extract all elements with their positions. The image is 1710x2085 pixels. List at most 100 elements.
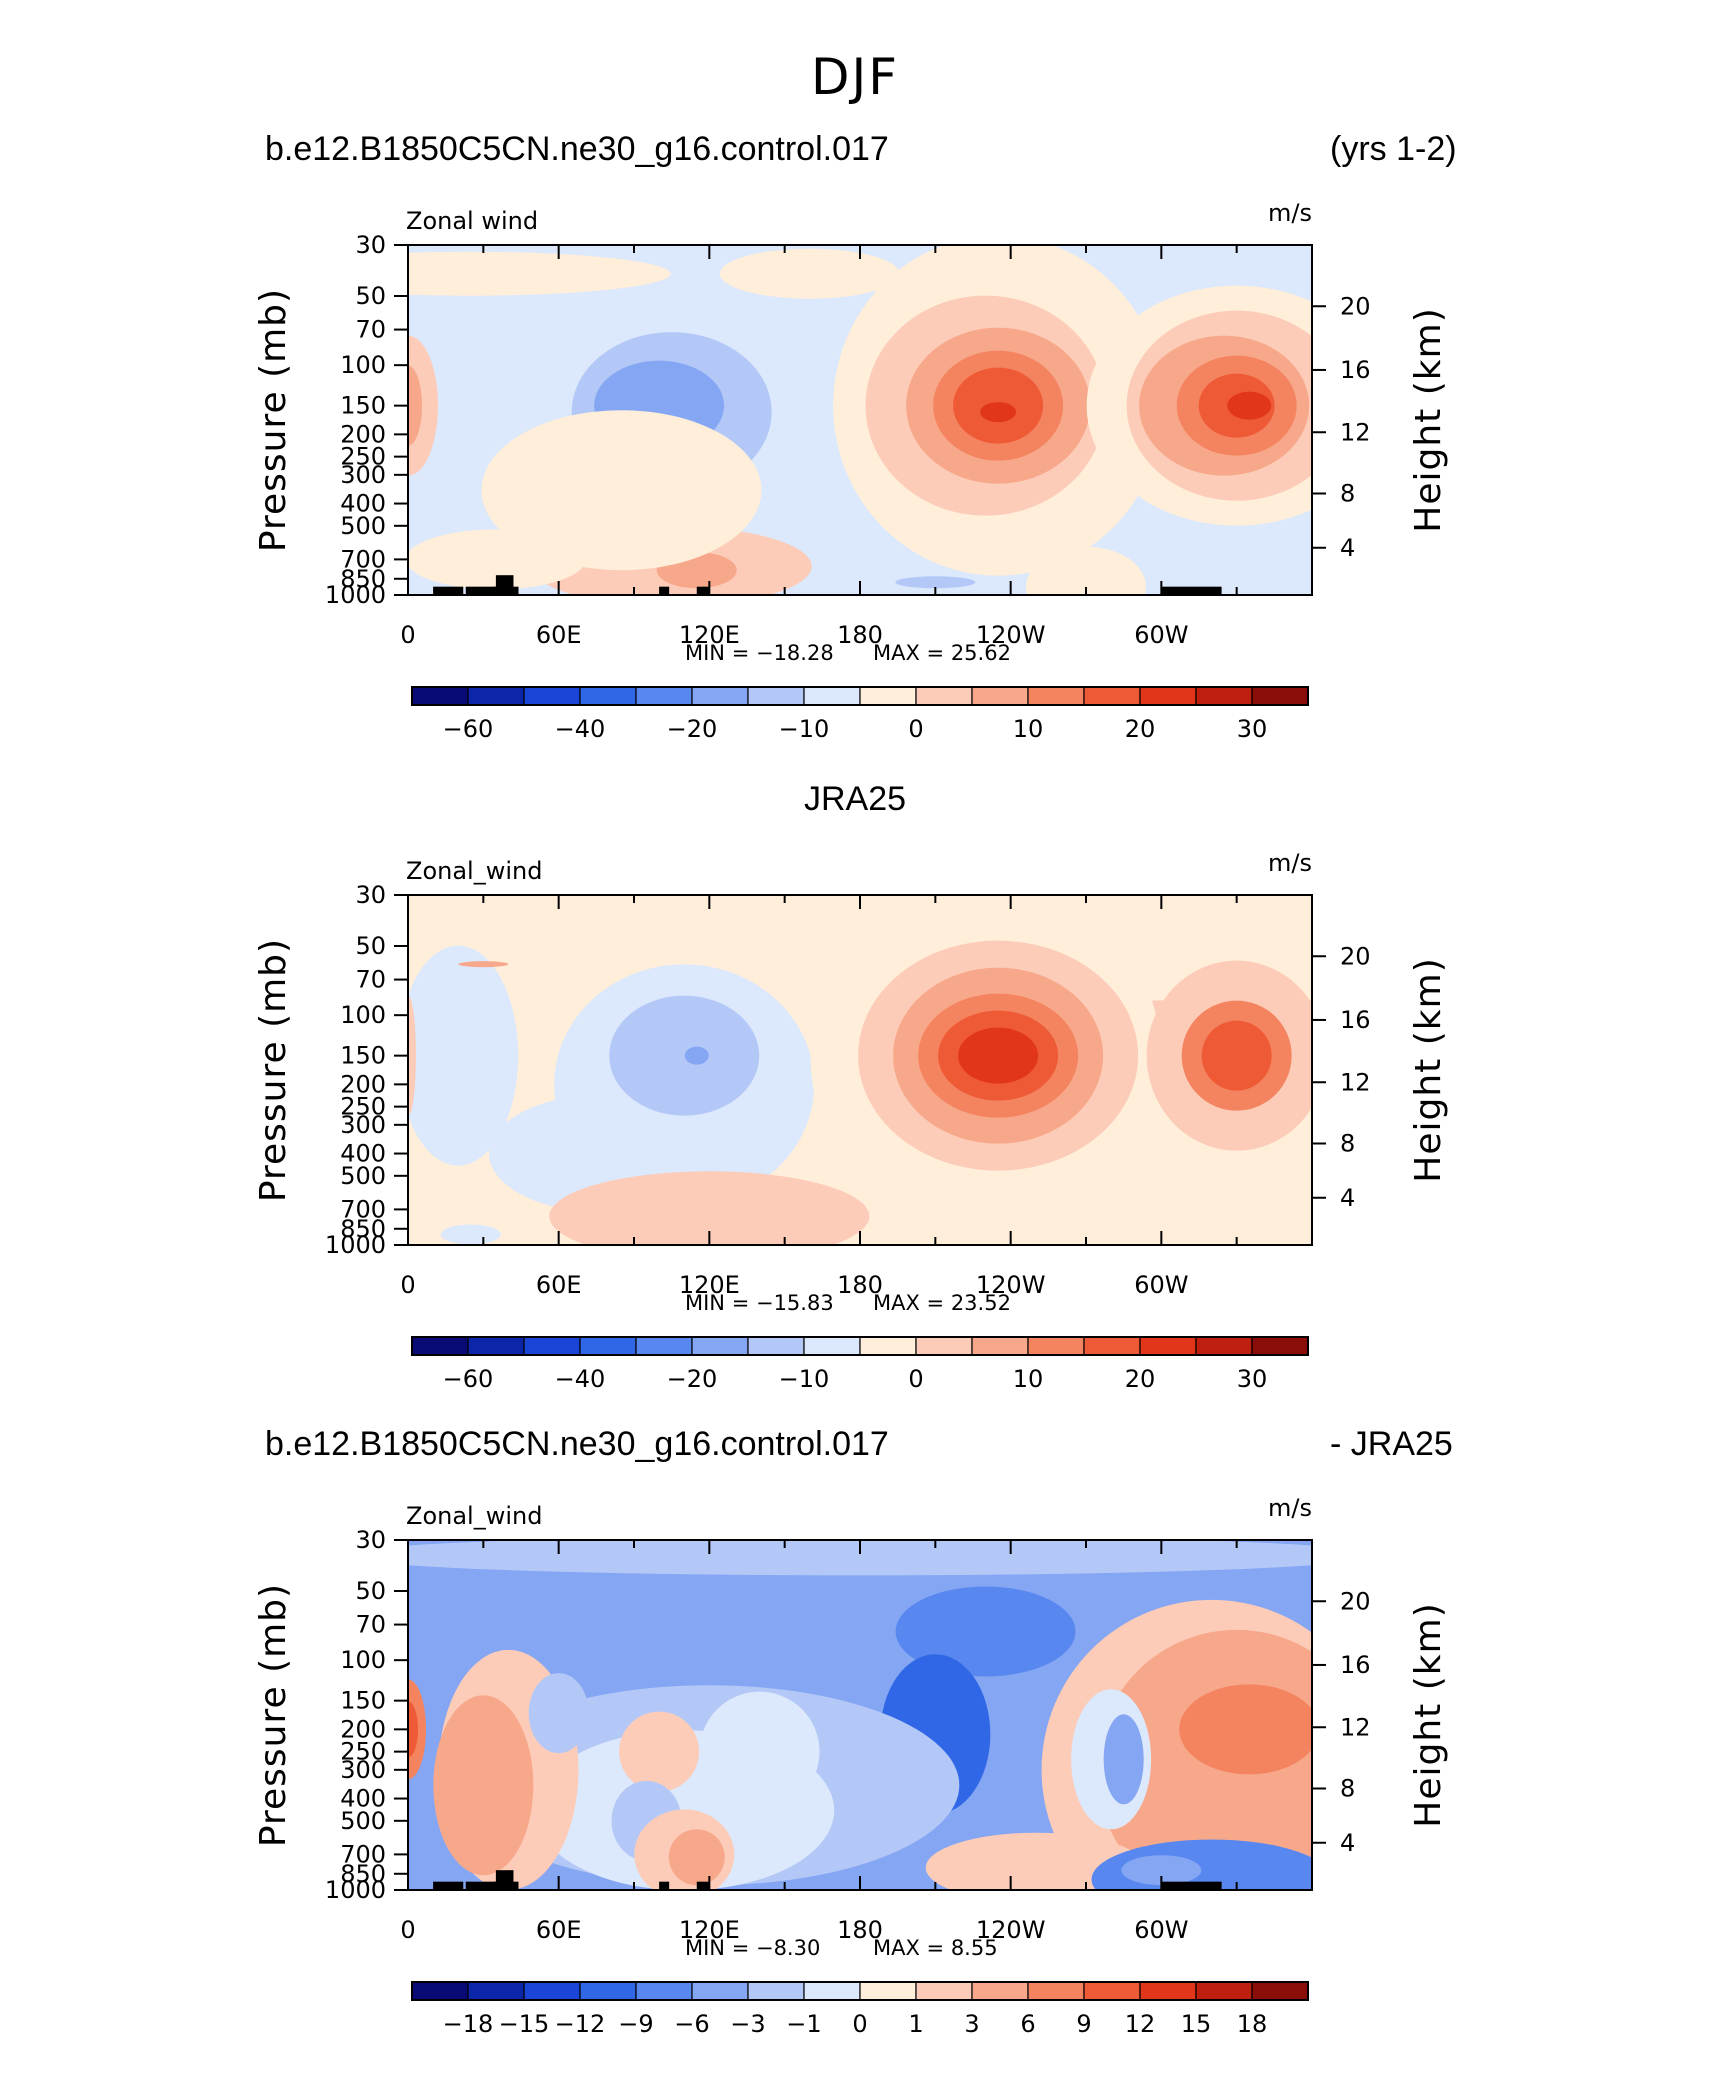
min-value-label: MIN = −18.28 (685, 641, 834, 665)
colorbar-swatch (747, 1336, 805, 1356)
contour-region (980, 402, 1017, 423)
contour-region (408, 945, 519, 1166)
y2-tick-label: 20 (1340, 942, 1371, 970)
contour-region (1026, 546, 1146, 595)
x-tick-label: 180 (837, 1271, 883, 1299)
colorbar-swatch (1139, 686, 1197, 706)
contour-region (1103, 1714, 1144, 1805)
y-tick-label: 150 (340, 1687, 386, 1715)
contour-region (528, 1673, 589, 1754)
y-tick-label: 200 (340, 1715, 386, 1743)
y-tick-label: 500 (340, 512, 386, 540)
contour-region (440, 1224, 501, 1245)
colorbar-swatch (1251, 686, 1309, 706)
min-value-label: MIN = −8.30 (685, 1936, 820, 1960)
contour-region (668, 1829, 725, 1886)
contour-region (699, 1691, 820, 1812)
colorbar-swatch (1027, 686, 1085, 706)
colorbar-swatch (1027, 1981, 1085, 2001)
colorbar-label: −18 (443, 2010, 494, 2038)
y2-axis-title: Height (km) (1408, 1602, 1449, 1827)
colorbar-frame (411, 1981, 1309, 2001)
y-tick-label: 500 (340, 1162, 386, 1190)
panel1-chart: 0 60E 120E 180 120W 60W3050701001502002503004… (253, 199, 1449, 743)
y-tick-label: 150 (340, 1042, 386, 1070)
orography-block (696, 586, 710, 595)
colorbar-swatch (859, 1981, 917, 2001)
y2-tick-label: 4 (1340, 1184, 1355, 1212)
colorbar-label: 12 (1125, 2010, 1156, 2038)
colorbar-swatch (579, 1336, 637, 1356)
orography-block (1161, 586, 1222, 595)
orography-block (465, 586, 504, 595)
colorbar-swatch (971, 1981, 1029, 2001)
colorbar-swatch (523, 686, 581, 706)
contour-region (458, 961, 509, 968)
colorbar-label: 3 (964, 2010, 979, 2038)
y-tick-label: 700 (340, 1195, 386, 1223)
contour-region (549, 1171, 870, 1245)
x-tick-label: 0 (400, 1916, 415, 1944)
colorbar-swatch (859, 1336, 917, 1356)
x-tick-label: 120E (679, 1916, 740, 1944)
orography-block (433, 1881, 464, 1890)
colorbar-swatch (747, 686, 805, 706)
colorbar-swatch (1083, 1336, 1141, 1356)
contour-region (925, 1832, 1146, 1890)
orography-block (1161, 1881, 1222, 1890)
y-tick-label: 850 (340, 1860, 386, 1888)
y2-tick-label: 4 (1340, 534, 1355, 562)
y2-tick-label: 8 (1340, 480, 1355, 508)
colorbar-label: 30 (1237, 1365, 1268, 1393)
contour-region (408, 1540, 1312, 1576)
colorbar-label: 9 (1076, 2010, 1091, 2038)
y2-tick-label: 16 (1340, 1006, 1371, 1034)
y-axis-title: Pressure (mb) (253, 1583, 294, 1847)
x-tick-label: 180 (837, 621, 883, 649)
x-tick-label: 120W (976, 1916, 1046, 1944)
colorbar-label: −10 (779, 715, 830, 743)
colorbar-label: −6 (674, 2010, 709, 2038)
orography-block (659, 1881, 670, 1890)
contour-region (481, 410, 762, 571)
y-axis-title: Pressure (mb) (253, 938, 294, 1202)
colorbar-swatch (1251, 1981, 1309, 2001)
colorbar-label: 30 (1237, 715, 1268, 743)
colorbar-swatch (1195, 1336, 1253, 1356)
y-tick-label: 700 (340, 1840, 386, 1868)
x-tick-label: 60W (1134, 1271, 1188, 1299)
x-tick-label: 60E (536, 1271, 582, 1299)
max-value-label: MAX = 8.55 (873, 1936, 998, 1960)
y-tick-label: 400 (340, 490, 386, 518)
x-tick-label: 120W (976, 621, 1046, 649)
contour-region (408, 1701, 418, 1758)
colorbar-swatch (1195, 686, 1253, 706)
y2-tick-label: 12 (1340, 1713, 1371, 1741)
x-tick-label: 60E (536, 621, 582, 649)
y2-tick-label: 20 (1340, 292, 1371, 320)
orography-block (465, 1881, 504, 1890)
contour-region (895, 576, 976, 589)
panel3-header-right: - JRA25 (1330, 1425, 1453, 1463)
x-tick-label: 60E (536, 1916, 582, 1944)
contour-field (408, 1540, 1312, 1890)
colorbar-swatch (635, 1336, 693, 1356)
contour-region (1121, 1855, 1202, 1886)
y-tick-label: 50 (355, 282, 386, 310)
y2-tick-label: 4 (1340, 1829, 1355, 1857)
colorbar-swatch (803, 1981, 861, 2001)
variable-label: Zonal_wind (406, 1502, 542, 1530)
contour-field (408, 245, 1312, 595)
orography-block (495, 575, 514, 595)
contour-region (958, 1027, 1039, 1084)
colorbar-frame (411, 686, 1309, 706)
y-tick-label: 1000 (325, 1231, 386, 1259)
x-tick-label: 180 (837, 1916, 883, 1944)
colorbar-label: 15 (1181, 2010, 1212, 2038)
colorbar-swatch (971, 1336, 1029, 1356)
colorbar-swatch (579, 1981, 637, 2001)
colorbar-swatch (1027, 1336, 1085, 1356)
contour-region (1227, 391, 1272, 420)
contour-region (408, 1582, 1030, 1619)
max-value-label: MAX = 23.52 (873, 1291, 1011, 1315)
